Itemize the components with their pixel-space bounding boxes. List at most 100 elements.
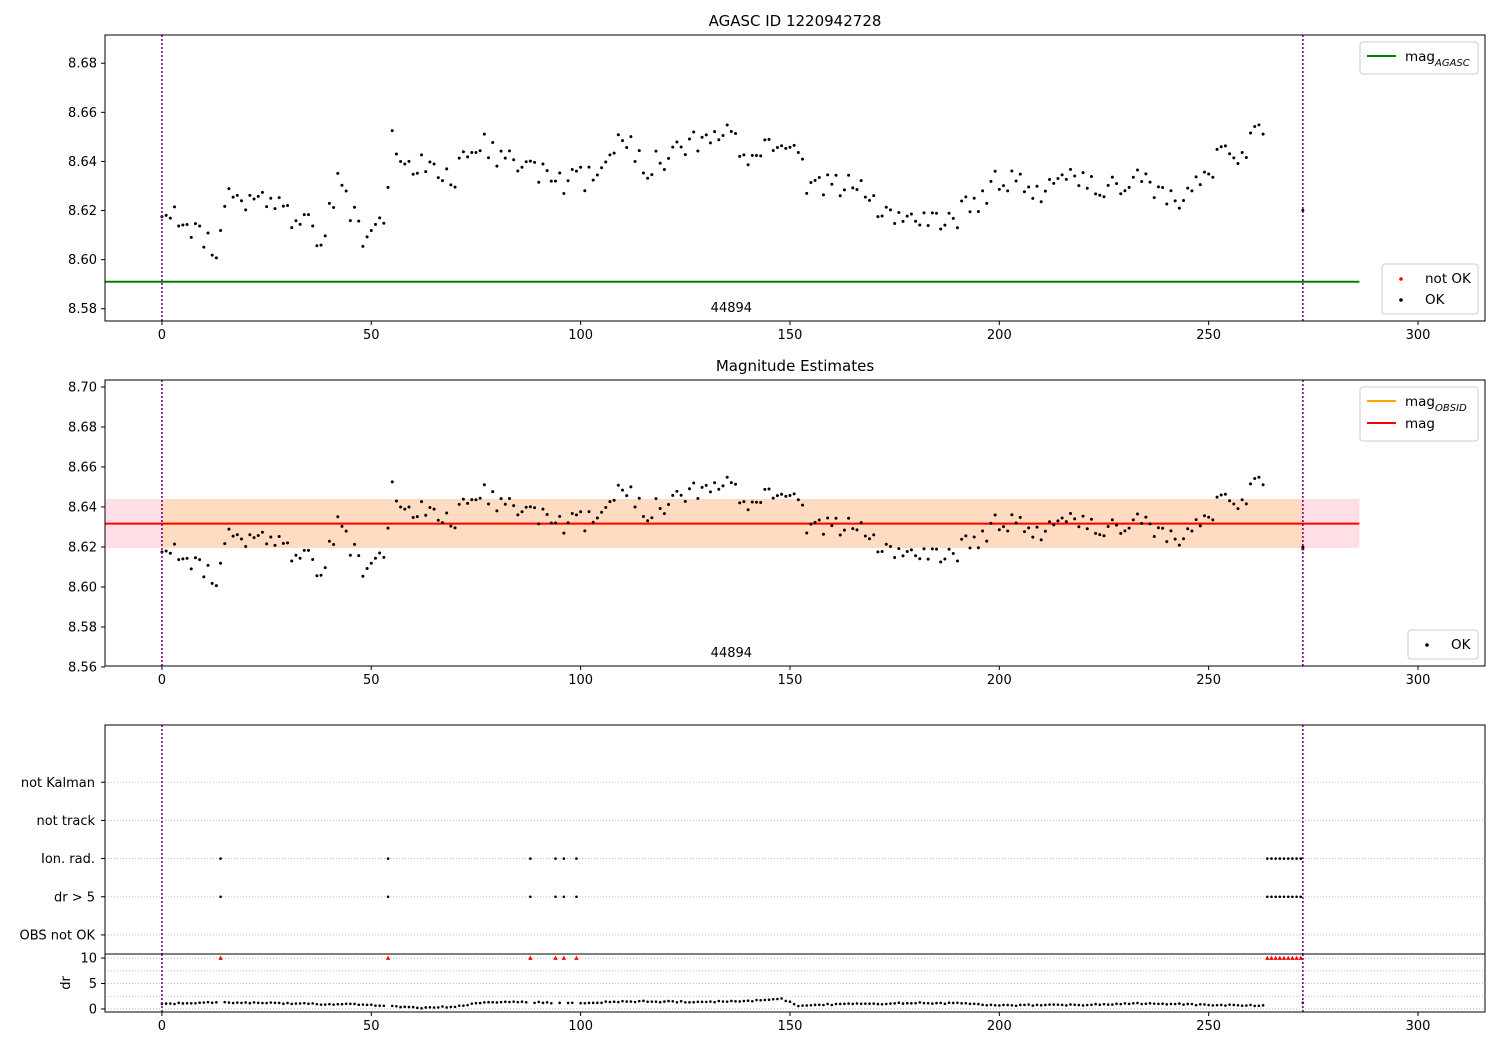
- mag-estimates-ok-point: [629, 485, 633, 489]
- agasc-ok-point: [591, 178, 595, 182]
- mag-estimates-ok-point: [185, 556, 189, 560]
- dr-point: [512, 1000, 515, 1003]
- agasc-ok-point: [512, 158, 516, 162]
- agasc-ok-point: [683, 153, 687, 157]
- dr-point: [688, 1000, 691, 1004]
- dr-point: [1102, 1002, 1106, 1006]
- agasc-ok-point: [646, 176, 650, 180]
- mag-estimates-ok-point: [972, 535, 976, 539]
- mag-estimates-ok-point: [177, 558, 181, 562]
- mag-estimates-ok-point: [683, 499, 687, 503]
- dr-point: [1240, 1004, 1244, 1008]
- dr-point: [876, 1002, 880, 1006]
- mag-estimates-ok-point: [1152, 534, 1156, 538]
- mag-estimates-ok-point: [332, 542, 336, 546]
- agasc-ok-point: [1022, 190, 1026, 194]
- mag-estimates-ok-point: [717, 487, 721, 491]
- dr-point: [420, 1006, 423, 1010]
- agasc-ok-point: [1060, 173, 1064, 177]
- dr-point: [1198, 1003, 1202, 1006]
- dr-point: [591, 1001, 595, 1005]
- agasc-ok-point: [1148, 180, 1152, 184]
- agasc-ok-point: [717, 138, 721, 142]
- agasc-ok-point: [256, 194, 260, 198]
- agasc-ok-point: [851, 186, 855, 190]
- mag-estimates-ytick-label: 8.64: [68, 501, 97, 516]
- agasc-xtick-label: 300: [1406, 328, 1431, 343]
- dr-point: [905, 1001, 909, 1005]
- dr-point: [1186, 1002, 1190, 1006]
- mag-estimates-xtick-label: 50: [363, 673, 380, 688]
- dr-xtick-label: 250: [1196, 1019, 1221, 1034]
- mag-estimates-ok-point: [436, 518, 440, 522]
- agasc-ok-point: [1077, 184, 1081, 188]
- dr-ytick-label: 10: [80, 952, 97, 967]
- agasc-ok-point: [926, 223, 930, 227]
- mag-estimates-ok-point: [541, 507, 545, 511]
- dr-point: [951, 1001, 955, 1005]
- mag-estimates-ok-point: [805, 531, 809, 535]
- agasc-ok-point: [369, 228, 373, 232]
- agasc-ok-point: [1219, 145, 1223, 149]
- mag-estimates-ok-point: [474, 498, 478, 502]
- mag-estimates-ytick-label: 8.68: [68, 421, 97, 436]
- dr-point: [244, 1001, 247, 1004]
- agasc-ok-point: [876, 215, 880, 219]
- dr-point: [1245, 1004, 1248, 1007]
- dr-point: [830, 1003, 834, 1007]
- mag-estimates-ok-point: [244, 544, 248, 548]
- dr-point: [1144, 1002, 1148, 1006]
- agasc-ok-point: [407, 159, 411, 163]
- dr-point: [462, 1004, 465, 1007]
- agasc-ok-point: [989, 179, 993, 183]
- mag-estimates-ok-point: [608, 500, 612, 504]
- dr-point: [587, 1001, 591, 1005]
- dr-point: [164, 1002, 168, 1005]
- mag-estimates-ok-point: [206, 563, 210, 567]
- mag-estimates-xtick-label: 250: [1196, 673, 1221, 688]
- mag-estimates-ok-point: [281, 541, 285, 545]
- dr-point: [390, 1004, 394, 1008]
- mag-estimates-ok-point: [1018, 515, 1022, 519]
- dr-point: [474, 1001, 478, 1005]
- agasc-ok-point: [357, 219, 361, 223]
- dr-point: [545, 1001, 549, 1004]
- dr-point: [1031, 1004, 1035, 1007]
- mag-estimates-ok-point: [470, 498, 474, 502]
- dr-point: [231, 1001, 235, 1005]
- mag-estimates-ok-point: [1236, 507, 1240, 511]
- mag-estimates-ok-point: [780, 492, 784, 496]
- agasc-lines-legend: magAGASC: [1359, 41, 1479, 75]
- dr-axes-frame: [104, 953, 1486, 1013]
- agasc-points-legend: not OK OK: [1381, 263, 1479, 315]
- dr-point: [989, 1003, 993, 1007]
- agasc-ok-point: [855, 188, 859, 192]
- agasc-ok-point: [650, 173, 654, 177]
- mag-estimates-ytick-label: 8.60: [68, 581, 97, 596]
- agasc-ok-point: [738, 154, 742, 158]
- agasc-ok-point: [461, 150, 465, 154]
- mag-estimates-points-legend: OK: [1407, 629, 1479, 660]
- mag-estimates-ok-point: [306, 548, 310, 552]
- agasc-ok-point: [302, 213, 306, 217]
- agasc-legend-point-label: not OK: [1425, 271, 1472, 287]
- dr-point: [872, 1002, 876, 1005]
- dr-point: [340, 1002, 344, 1006]
- flags-category-label: Ion. rad.: [41, 852, 95, 867]
- dr-point: [972, 1002, 976, 1006]
- dr-point: [776, 997, 779, 1001]
- dr-point: [608, 1000, 612, 1004]
- dr-point: [1065, 1004, 1068, 1007]
- mag-estimates-ok-point: [1039, 538, 1043, 542]
- dr-point: [788, 1000, 792, 1004]
- dr-point: [684, 1001, 687, 1004]
- dr-point: [1253, 1004, 1257, 1008]
- agasc-ok-point: [1207, 172, 1211, 176]
- dr-point: [855, 1002, 859, 1005]
- agasc-ok-point: [478, 149, 482, 153]
- mag-estimates-ok-point: [859, 521, 863, 525]
- flag-point: [1278, 895, 1282, 899]
- flag-point: [1265, 895, 1269, 899]
- mag-estimates-ok-point: [252, 536, 256, 540]
- agasc-ok-point: [1014, 179, 1018, 183]
